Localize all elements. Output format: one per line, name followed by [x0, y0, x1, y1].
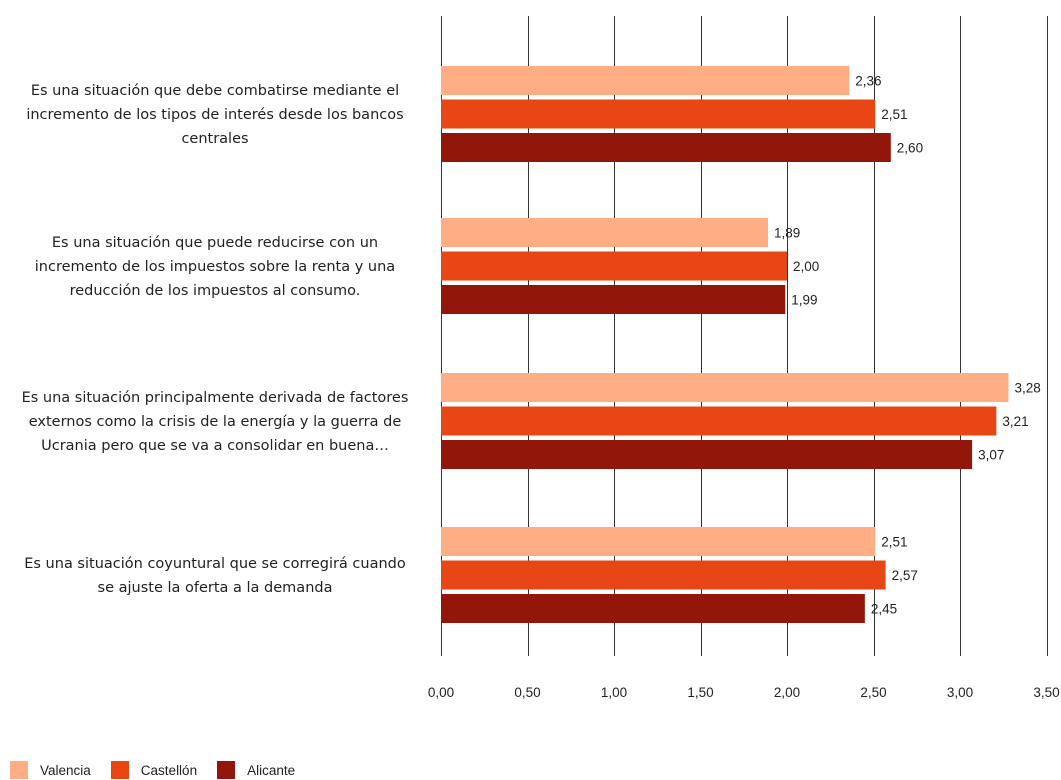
bar [441, 99, 876, 129]
bar [441, 251, 787, 281]
category-label: Es una situación que puede reducirse con… [35, 235, 395, 299]
category-label-line: centrales [181, 131, 248, 147]
data-label: 2,45 [871, 602, 897, 617]
data-label: 3,07 [978, 448, 1004, 463]
data-label: 1,89 [774, 226, 800, 241]
category-label-line: se ajuste la oferta a la demanda [98, 580, 333, 596]
x-tick-label: 3,50 [1033, 685, 1059, 700]
legend-swatch-alicante [217, 761, 236, 779]
legend-label-alicante: Alicante [247, 762, 296, 778]
legend-swatch-valencia [10, 761, 28, 779]
x-tick-label: 2,00 [774, 685, 800, 700]
bars: 2,36 2,51 2,60 1,89 2,00 1,99 3,28 3,21 3,07 2,51… [441, 66, 1041, 623]
category-label-line: Ucrania pero que se va a consolidar en b… [41, 438, 389, 454]
bar [441, 406, 997, 436]
x-tick-label: 0,00 [428, 685, 454, 700]
category-label-line: reducción de los impuestos al consumo. [70, 283, 361, 299]
bar [441, 560, 886, 590]
category-label-line: Es una situación coyuntural que se corre… [24, 556, 406, 572]
bar [441, 527, 876, 556]
data-label: 2,36 [855, 74, 881, 89]
category-label-line: Es una situación que debe combatirse med… [31, 83, 399, 99]
category-label: Es una situación que debe combatirse med… [26, 83, 403, 147]
bar [441, 66, 850, 95]
legend-label-castellon: Castellón [140, 762, 198, 778]
bar [441, 218, 768, 247]
category-label-line: Es una situación que puede reducirse con… [52, 235, 378, 251]
legend: Valencia Castellón Alicante [10, 761, 315, 779]
data-label: 2,51 [881, 107, 907, 122]
x-tick-label: 1,00 [601, 685, 627, 700]
x-tick-label: 3,00 [947, 685, 973, 700]
data-label: 2,57 [892, 568, 918, 583]
data-label: 2,51 [881, 535, 907, 550]
category-label-line: incremento de los tipos de interés desde… [26, 107, 403, 123]
category-labels: Es una situación que debe combatirse med… [22, 83, 409, 596]
category-label: Es una situación principalmente derivada… [22, 390, 409, 454]
bar [441, 133, 891, 162]
legend-item-castellon: Castellón [110, 761, 198, 779]
bar [441, 373, 1009, 402]
data-label: 3,21 [1002, 414, 1028, 429]
legend-item-valencia: Valencia [10, 761, 91, 779]
bar [441, 285, 786, 314]
x-tick-label: 1,50 [687, 685, 713, 700]
data-label: 2,00 [793, 259, 819, 274]
data-label: 3,28 [1014, 381, 1040, 396]
x-tick-label: 2,50 [860, 685, 886, 700]
x-tick-label: 0,50 [514, 685, 540, 700]
data-label: 2,60 [897, 141, 923, 156]
bar [441, 594, 865, 623]
x-axis-ticks: 0,00 0,50 1,00 1,50 2,00 2,50 3,00 3,50 [428, 685, 1060, 700]
data-label: 1,99 [791, 293, 817, 308]
legend-item-alicante: Alicante [217, 761, 295, 779]
bar [441, 440, 973, 469]
category-label-line: Es una situación principalmente derivada… [22, 390, 409, 406]
category-label-line: incremento de los impuestos sobre la ren… [35, 259, 395, 275]
legend-label-valencia: Valencia [40, 762, 91, 778]
category-label-line: externos como la crisis de la energía y … [29, 414, 402, 430]
legend-swatch-castellon [110, 761, 129, 779]
category-label: Es una situación coyuntural que se corre… [24, 556, 406, 596]
